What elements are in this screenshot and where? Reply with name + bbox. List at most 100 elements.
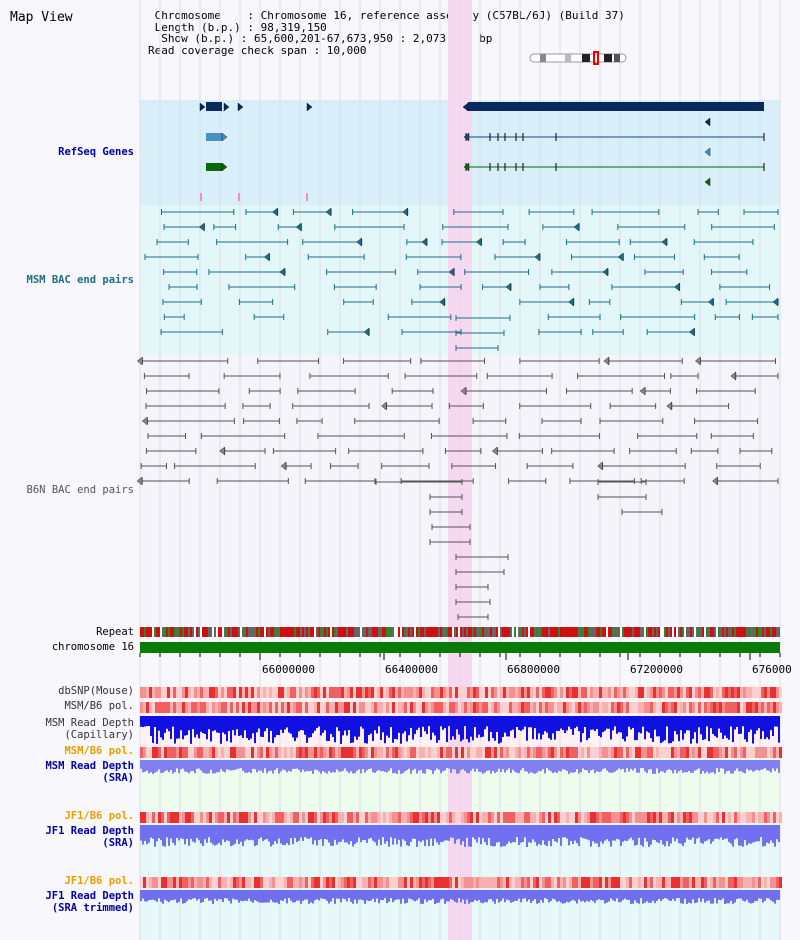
msm-b6-pol2-cell	[632, 747, 635, 758]
msm-capillary-depth-bar	[386, 716, 388, 736]
msm-b6-pol-cell	[650, 702, 653, 713]
msm-sra-depth-bar	[158, 760, 160, 770]
msm-sra-depth-bar	[470, 760, 472, 771]
msm-sra-depth-bar	[596, 760, 598, 772]
chromosome-ideogram[interactable]	[529, 51, 627, 65]
jf1-b6-pol2-cell	[455, 877, 458, 888]
jf1-sra-depth-bar	[258, 825, 260, 840]
jf1-sra-depth-bar	[474, 825, 476, 840]
msm-b6-pol-cell	[164, 702, 167, 713]
jf1-sra-depth-bar	[756, 825, 758, 842]
repeat-block	[682, 627, 684, 637]
length-line: Length (b.p.) : 98,319,150	[148, 20, 327, 34]
jf1-sra-depth-bar	[260, 825, 262, 838]
track-label-b6n-bac[interactable]: B6N BAC end pairs	[26, 484, 134, 496]
dbsnp-cell	[395, 687, 398, 698]
msm-b6-pol-cell	[434, 702, 437, 713]
jf1-sra-depth-bar	[200, 825, 202, 844]
jf1-trimmed-depth-bar	[490, 890, 492, 899]
jf1-b6-pol2-cell	[386, 877, 389, 888]
msm-sra-depth-bar	[390, 760, 392, 769]
jf1-sra-depth-bar	[510, 825, 512, 844]
jf1-trimmed-depth-bar	[626, 890, 628, 900]
ideogram-band	[604, 54, 612, 62]
msm-capillary-depth-bar	[330, 716, 332, 735]
msm-b6-pol2-cell	[740, 747, 743, 758]
msm-capillary-depth-bar	[208, 716, 210, 730]
msm-sra-depth-bar	[762, 760, 764, 770]
msm-sra-depth-bar	[556, 760, 558, 774]
jf1-b6-pol-cell	[611, 812, 614, 823]
jf1-b6-pol2-cell	[254, 877, 257, 888]
repeat-block	[480, 627, 482, 637]
jf1-sra-depth-bar	[212, 825, 214, 845]
jf1-trimmed-depth-bar	[650, 890, 652, 903]
jf1-sra-depth-bar	[436, 825, 438, 843]
jf1-b6-pol-cell	[773, 812, 776, 823]
msm-sra-depth-bar	[462, 760, 464, 770]
jf1-sra-depth-bar	[444, 825, 446, 841]
jf1-sra-depth-bar	[294, 825, 296, 838]
dbsnp-cell	[554, 687, 557, 698]
jf1-trimmed-depth-bar	[580, 890, 582, 902]
jf1-b6-pol-cell	[584, 812, 587, 823]
msm-b6-pol-cell	[158, 702, 161, 713]
msm-sra-depth-bar	[536, 760, 538, 773]
msm-sra-depth-bar	[342, 760, 344, 771]
track-label-dbsnp: dbSNP(Mouse)	[58, 685, 134, 697]
repeat-block	[776, 627, 778, 637]
msm-capillary-depth-bar	[706, 716, 708, 727]
jf1-b6-pol-cell	[506, 812, 509, 823]
repeat-block	[298, 627, 300, 637]
msm-b6-pol-cell	[335, 702, 338, 713]
msm-sra-depth-bar	[714, 760, 716, 774]
msm-b6-pol2-cell	[299, 747, 302, 758]
jf1-trimmed-depth-bar	[252, 890, 254, 903]
msm-b6-pol-cell	[590, 702, 593, 713]
repeat-block	[756, 627, 758, 637]
repeat-block	[494, 627, 496, 637]
msm-b6-pol2-cell	[356, 747, 359, 758]
msm-capillary-depth-bar	[702, 716, 704, 740]
jf1-sra-depth-bar	[172, 825, 174, 843]
msm-sra-depth-bar	[412, 760, 414, 771]
dbsnp-cell	[254, 687, 257, 698]
msm-b6-pol-cell	[572, 702, 575, 713]
jf1-b6-pol-cell	[596, 812, 599, 823]
jf1-b6-pol2-cell	[578, 877, 581, 888]
msm-sra-depth-bar	[256, 760, 258, 773]
jf1-b6-pol-cell	[608, 812, 611, 823]
jf1-b6-pol2-cell	[422, 877, 425, 888]
track-label-refseq[interactable]: RefSeq Genes	[58, 146, 134, 158]
dbsnp-cell	[728, 687, 731, 698]
axis-tick-label: 676000	[752, 663, 792, 676]
dbsnp-cell	[143, 687, 146, 698]
jf1-b6-pol-cell	[665, 812, 668, 823]
jf1-b6-pol-cell	[746, 812, 749, 823]
msm-b6-pol-cell	[233, 702, 236, 713]
jf1-b6-pol2-cell	[161, 877, 164, 888]
msm-b6-pol-cell	[584, 702, 587, 713]
msm-b6-pol-cell	[407, 702, 410, 713]
dbsnp-cell	[299, 687, 302, 698]
msm-b6-pol-cell	[353, 702, 356, 713]
msm-sra-depth-bar	[444, 760, 446, 771]
msm-b6-pol2-cell	[458, 747, 461, 758]
dbsnp-cell	[425, 687, 428, 698]
jf1-trimmed-depth-bar	[330, 890, 332, 902]
jf1-b6-pol-cell	[614, 812, 617, 823]
track-label-msm-bac[interactable]: MSM BAC end pairs	[26, 274, 134, 286]
msm-capillary-depth-bar	[464, 716, 466, 727]
repeat-block	[628, 627, 630, 637]
gene-arrow	[199, 102, 206, 112]
jf1-trimmed-depth-bar	[488, 890, 490, 900]
jf1-trimmed-depth-bar	[696, 890, 698, 903]
msm-b6-pol2-cell	[146, 747, 149, 758]
repeat-block	[378, 627, 380, 637]
dbsnp-cell	[377, 687, 380, 698]
jf1-trimmed-depth-bar	[140, 890, 142, 902]
jf1-sra-depth-bar	[276, 825, 278, 844]
msm-b6-pol2-cell	[758, 747, 761, 758]
jf1-trimmed-depth-bar	[636, 890, 638, 903]
